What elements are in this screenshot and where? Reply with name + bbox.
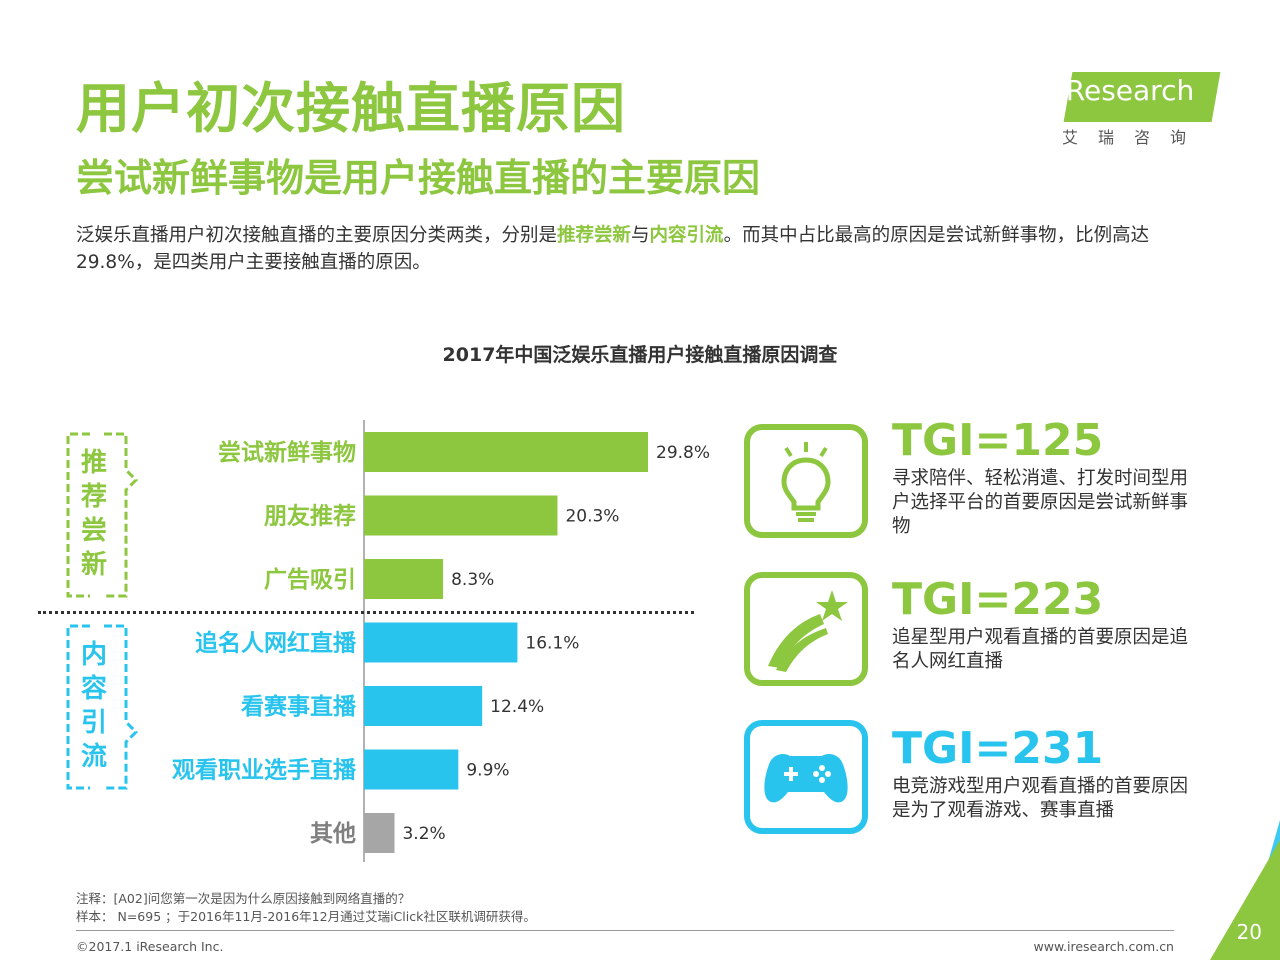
tgi-desc-2: 追星型用户观看直播的首要原因是追名人网红直播 [892, 627, 1189, 672]
page-subtitle: 尝试新鲜事物是用户接触直播的主要原因 [76, 156, 761, 200]
category-label-0: 尝试新鲜事物 [218, 439, 356, 466]
footer-url: www.iresearch.com.cn [1033, 939, 1175, 954]
bar-2 [364, 559, 444, 599]
bracket-content [66, 624, 139, 790]
category-label-3: 追名人网红直播 [195, 630, 357, 657]
shooting-star-icon-box [744, 572, 868, 686]
value-label-1: 20.3% [565, 507, 619, 527]
description: 泛娱乐直播用户初次接触直播的主要原因分类两类，分别是推荐尝新与内容引流。而其中占… [76, 222, 1196, 276]
corner-decoration-green [1210, 840, 1280, 960]
category-label-5: 观看职业选手直播 [172, 757, 357, 784]
tgi-label-1: TGI=125 [892, 415, 1104, 466]
value-label-5: 9.9% [466, 761, 509, 781]
tgi-label-2: TGI=223 [892, 574, 1104, 625]
bar-0 [364, 432, 648, 472]
note-sample: 样本： N=695 ；于2016年11月-2016年12月通过艾瑞iClick社… [76, 909, 536, 924]
description-highlight-2: 内容引流 [649, 225, 724, 246]
value-label-2: 8.3% [451, 570, 494, 590]
page-title: 用户初次接触直播原因 [76, 77, 626, 140]
chart-title: 2017年中国泛娱乐直播用户接触直播原因调查 [442, 344, 838, 366]
footer-line [76, 930, 1174, 931]
description-highlight-1: 推荐尝新 [557, 225, 632, 246]
bar-1 [364, 495, 558, 536]
tgi-label-3: TGI=231 [892, 723, 1104, 774]
category-label-1: 朋友推荐 [264, 504, 356, 530]
value-label-4: 12.4% [490, 697, 544, 717]
bar-chart: 尝试新鲜事物 29.8% 朋友推荐 20.3% 广告吸引 8.3% 追名人网红直播 16.1%… [172, 420, 710, 862]
lightbulb-icon-box [744, 424, 868, 538]
group-label-content: 内容引流 [80, 640, 107, 772]
tgi-desc-3: 电竞游戏型用户观看直播的首要原因是为了观看游戏、赛事直播 [892, 776, 1189, 821]
copyright: ©2017.1 iResearch Inc. [76, 939, 224, 954]
gamepad-icon [764, 754, 848, 803]
bar-5 [364, 749, 459, 790]
page-number: 20 [1236, 920, 1262, 944]
logo-brand: iResearch [1058, 74, 1195, 107]
category-label-4: 看赛事直播 [241, 693, 357, 720]
bar-3 [364, 622, 518, 663]
tgi-desc-1: 寻求陪伴、轻松消遣、打发时间型用户选择平台的首要原因是尝试新鲜事物 [892, 468, 1189, 537]
lightbulb-icon [781, 442, 831, 522]
note-question: 注释：[A02]问您第一次是因为什么原因接触到网络直播的？ [76, 891, 411, 906]
category-label-2: 广告吸引 [264, 566, 356, 593]
gamepad-icon-box [744, 720, 868, 834]
description-text-1: 泛娱乐直播用户初次接触直播的主要原因分类两类，分别是 [76, 225, 558, 246]
iresearch-logo: iResearch 艾瑞咨询 [1058, 68, 1221, 152]
description-text-3: 。而其中占比最高的原因是尝试新鲜事物，比例高达29.8%，是四类用户主要接触直播… [76, 225, 1150, 273]
group-label-recommend: 推荐尝新 [80, 448, 107, 580]
group-divider [38, 611, 694, 614]
logo-cn: 艾瑞咨询 [1062, 128, 1207, 147]
value-label-3: 16.1% [525, 634, 579, 654]
value-label-0: 29.8% [656, 443, 710, 463]
shooting-star-icon [768, 590, 848, 672]
bar-6 [364, 813, 395, 853]
category-label-6: 其他 [310, 821, 356, 847]
bar-4 [364, 686, 483, 726]
value-label-6: 3.2% [402, 824, 445, 844]
description-text-2: 与 [631, 225, 650, 246]
bracket-recommend [66, 432, 139, 598]
